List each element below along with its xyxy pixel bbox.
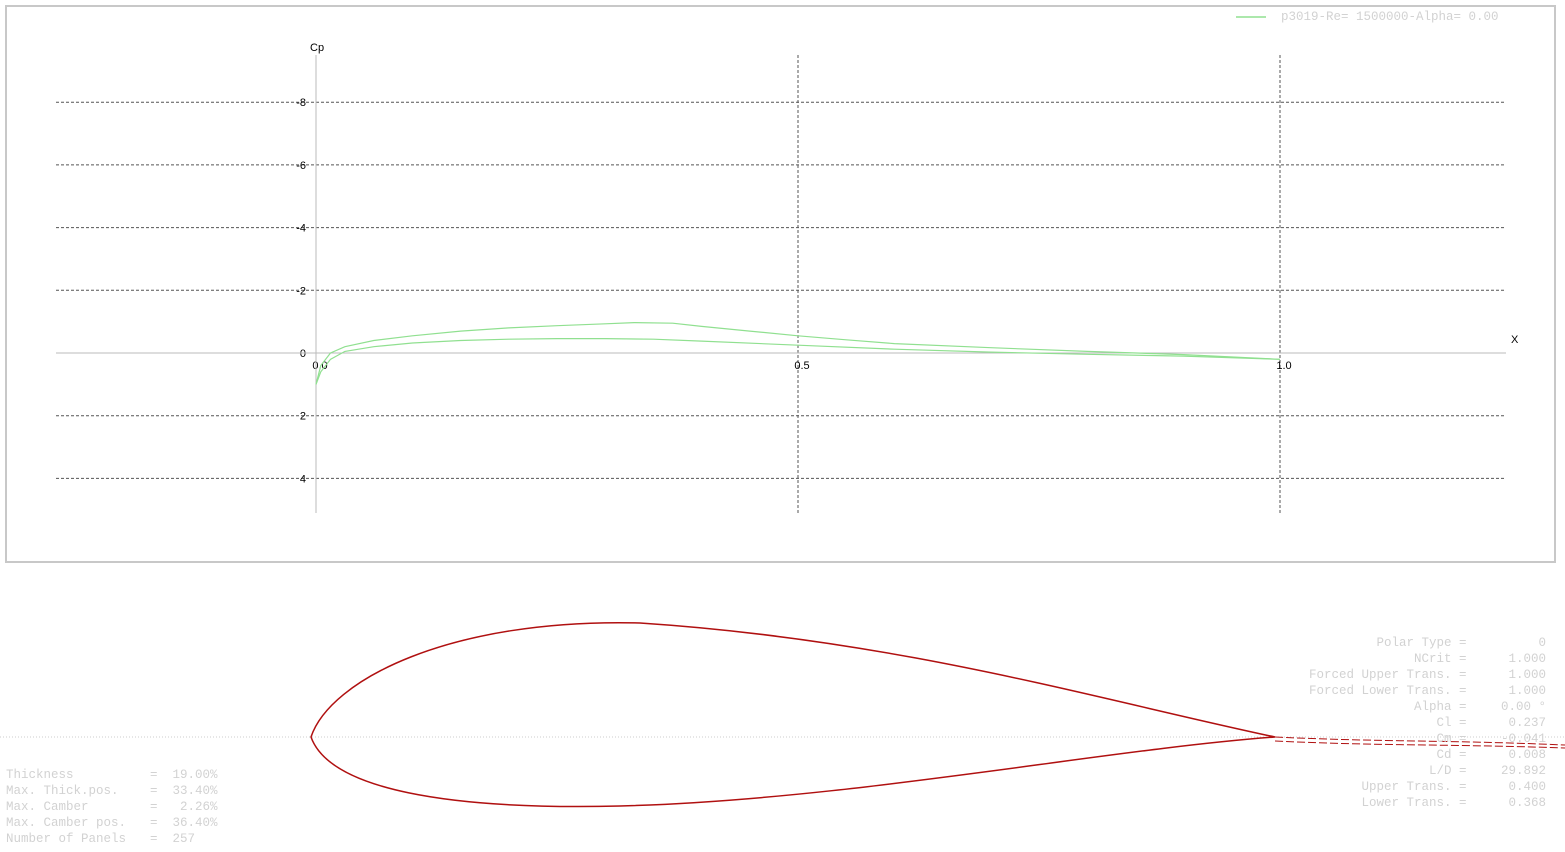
info-eq: = xyxy=(1451,780,1474,794)
info-label: Cl xyxy=(1436,716,1452,730)
info-value: 33.40% xyxy=(172,784,218,798)
x-tick-label: 1.0 xyxy=(1276,360,1291,372)
info-value: 0.00 ° xyxy=(1500,700,1546,714)
info-label: NCrit xyxy=(1413,652,1452,666)
info-value: -0.041 xyxy=(1500,732,1546,746)
polar-info-row: L/D = 29.892 xyxy=(1251,764,1546,778)
info-value: 0 xyxy=(1538,636,1546,650)
info-eq: = xyxy=(1451,732,1474,746)
foil-info-row: Number of Panels = 257 xyxy=(6,832,195,846)
y-tick-label: 4 xyxy=(300,473,306,485)
polar-info-row: Forced Lower Trans. = 1.000 xyxy=(1251,684,1546,698)
y-tick-label: 2 xyxy=(300,411,306,423)
polar-info-row: Forced Upper Trans. = 1.000 xyxy=(1251,668,1546,682)
info-eq: = xyxy=(1451,700,1474,714)
info-label: Number of Panels xyxy=(6,832,127,846)
info-value: 36.40% xyxy=(172,816,218,830)
legend-label: p3019-Re= 1500000-Alpha= 0.00 xyxy=(1281,10,1499,24)
polar-info-row: Cl = 0.237 xyxy=(1251,716,1546,730)
info-label: Cd xyxy=(1436,748,1452,762)
airfoil-outline xyxy=(310,621,1276,808)
cp-graph-frame[interactable] xyxy=(5,5,1556,563)
info-value: 1.000 xyxy=(1508,668,1546,682)
cp-curve-lower xyxy=(315,338,1281,385)
polar-info-row: NCrit = 1.000 xyxy=(1251,652,1546,666)
info-label: Forced Lower Trans. xyxy=(1308,684,1452,698)
info-label: Thickness xyxy=(6,768,74,782)
info-label: Max. Camber xyxy=(6,800,89,814)
info-label: Forced Upper Trans. xyxy=(1308,668,1452,682)
info-value: 1.000 xyxy=(1508,652,1546,666)
info-value: 0.237 xyxy=(1508,716,1546,730)
info-eq: = xyxy=(150,800,173,814)
info-eq: = xyxy=(1451,652,1474,666)
y-tick-label: -2 xyxy=(296,285,306,297)
wake-lower xyxy=(1274,740,1565,749)
info-value: 257 xyxy=(172,832,196,846)
foil-info-row: Max. Thick.pos. = 33.40% xyxy=(6,784,218,798)
x-tick-label: 0.5 xyxy=(794,360,809,372)
info-label: L/D xyxy=(1428,764,1452,778)
info-label: Polar Type xyxy=(1376,636,1452,650)
info-eq: = xyxy=(1451,684,1474,698)
y-axis-label: Cp xyxy=(310,42,324,54)
info-eq: = xyxy=(1451,716,1474,730)
info-eq: = xyxy=(1451,668,1474,682)
info-eq: = xyxy=(150,768,173,782)
foil-info-row: Max. Camber pos. = 36.40% xyxy=(6,816,218,830)
info-eq: = xyxy=(1451,748,1474,762)
info-value: 19.00% xyxy=(172,768,218,782)
info-value: 0.400 xyxy=(1508,780,1546,794)
info-eq: = xyxy=(1451,764,1474,778)
info-label: Upper Trans. xyxy=(1361,780,1452,794)
x-axis-label: X xyxy=(1511,334,1519,346)
info-eq: = xyxy=(150,832,173,846)
foil-info-row: Max. Camber = 2.26% xyxy=(6,800,218,814)
info-value: 0.368 xyxy=(1508,796,1546,810)
info-label: Cm xyxy=(1436,732,1452,746)
info-eq: = xyxy=(150,816,173,830)
polar-info-row: Alpha = 0.00 ° xyxy=(1251,700,1546,714)
info-eq: = xyxy=(1451,636,1474,650)
info-eq: = xyxy=(1451,796,1474,810)
info-label: Max. Thick.pos. xyxy=(6,784,119,798)
polar-info-row: Upper Trans. = 0.400 xyxy=(1251,780,1546,794)
y-tick-label: -8 xyxy=(296,97,306,109)
info-label: Lower Trans. xyxy=(1361,796,1452,810)
polar-info-row: Lower Trans. = 0.368 xyxy=(1251,796,1546,810)
info-eq: = xyxy=(150,784,173,798)
info-value: 1.000 xyxy=(1508,684,1546,698)
polar-info-row: Cd = 0.008 xyxy=(1251,748,1546,762)
y-tick-label: -4 xyxy=(296,223,306,235)
info-value: 2.26% xyxy=(172,800,218,814)
y-tick-label: -6 xyxy=(296,160,306,172)
info-label: Alpha xyxy=(1413,700,1452,714)
cp-curve-upper xyxy=(315,321,1281,385)
polar-info-row: Cm = -0.041 xyxy=(1251,732,1546,746)
info-label: Max. Camber pos. xyxy=(6,816,127,830)
info-value: 0.008 xyxy=(1508,748,1546,762)
info-value: 29.892 xyxy=(1500,764,1546,778)
polar-info-row: Polar Type = 0 xyxy=(1251,636,1546,650)
wake-upper xyxy=(1274,736,1565,746)
foil-info-row: Thickness = 19.00% xyxy=(6,768,218,782)
y-tick-label: 0 xyxy=(300,348,306,360)
